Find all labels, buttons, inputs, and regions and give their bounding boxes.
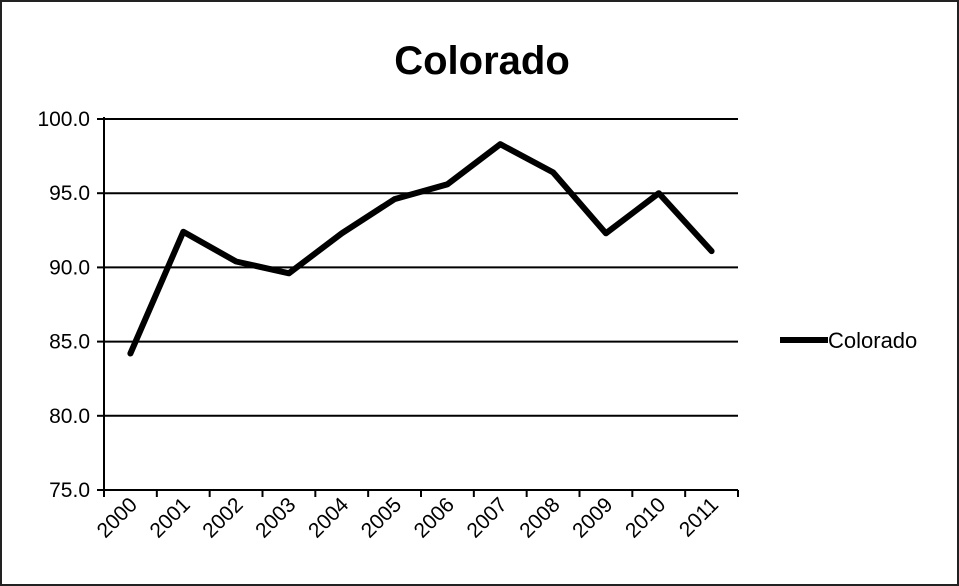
x-tick-label: 2004: [304, 493, 354, 543]
series-line-colorado: [127, 141, 715, 357]
x-tick-label: 2000: [93, 493, 142, 542]
gridlines: [104, 118, 738, 417]
x-tick-label: 2007: [462, 493, 511, 542]
y-tick-label: 100.0: [37, 108, 90, 131]
x-tick-label: 2001: [145, 493, 194, 542]
x-tick-label: 2008: [515, 493, 564, 542]
y-tick-label: 80.0: [49, 405, 90, 428]
x-tick-label: 2002: [198, 493, 247, 542]
legend-label: Colorado: [828, 328, 917, 353]
y-axis-ticks: 75.0 80.0 85.0 90.0 95.0 100.0: [37, 108, 104, 502]
x-tick-label: 2005: [357, 493, 406, 542]
x-tick-label: 2003: [251, 493, 300, 542]
legend: Colorado: [780, 328, 917, 353]
y-tick-label: 90.0: [49, 256, 90, 279]
x-tick-label: 2010: [621, 493, 670, 542]
y-tick-label: 85.0: [49, 331, 90, 354]
x-tick-label: 2011: [675, 493, 723, 541]
x-axis-ticks: 2000 2001 2002 2003 2004 2005 2006 2007 2008 2009…: [93, 490, 739, 543]
y-tick-label: 95.0: [49, 182, 90, 205]
chart-title: Colorado: [394, 39, 570, 83]
series-layer: [127, 141, 715, 357]
x-tick-label: 2009: [568, 493, 617, 542]
x-tick-label: 2006: [410, 493, 459, 542]
y-tick-label: 75.0: [49, 479, 90, 502]
axes: [103, 117, 738, 491]
